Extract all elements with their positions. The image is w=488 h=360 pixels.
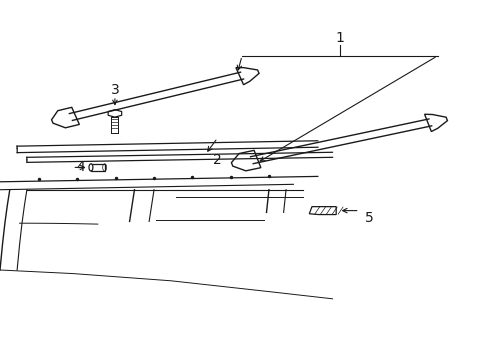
Text: 5: 5 — [364, 211, 373, 225]
Text: 1: 1 — [335, 31, 344, 45]
Text: 3: 3 — [110, 83, 119, 97]
Text: 2: 2 — [213, 153, 222, 167]
Ellipse shape — [89, 164, 93, 171]
Text: 4: 4 — [76, 161, 85, 174]
Bar — [91, 164, 104, 171]
